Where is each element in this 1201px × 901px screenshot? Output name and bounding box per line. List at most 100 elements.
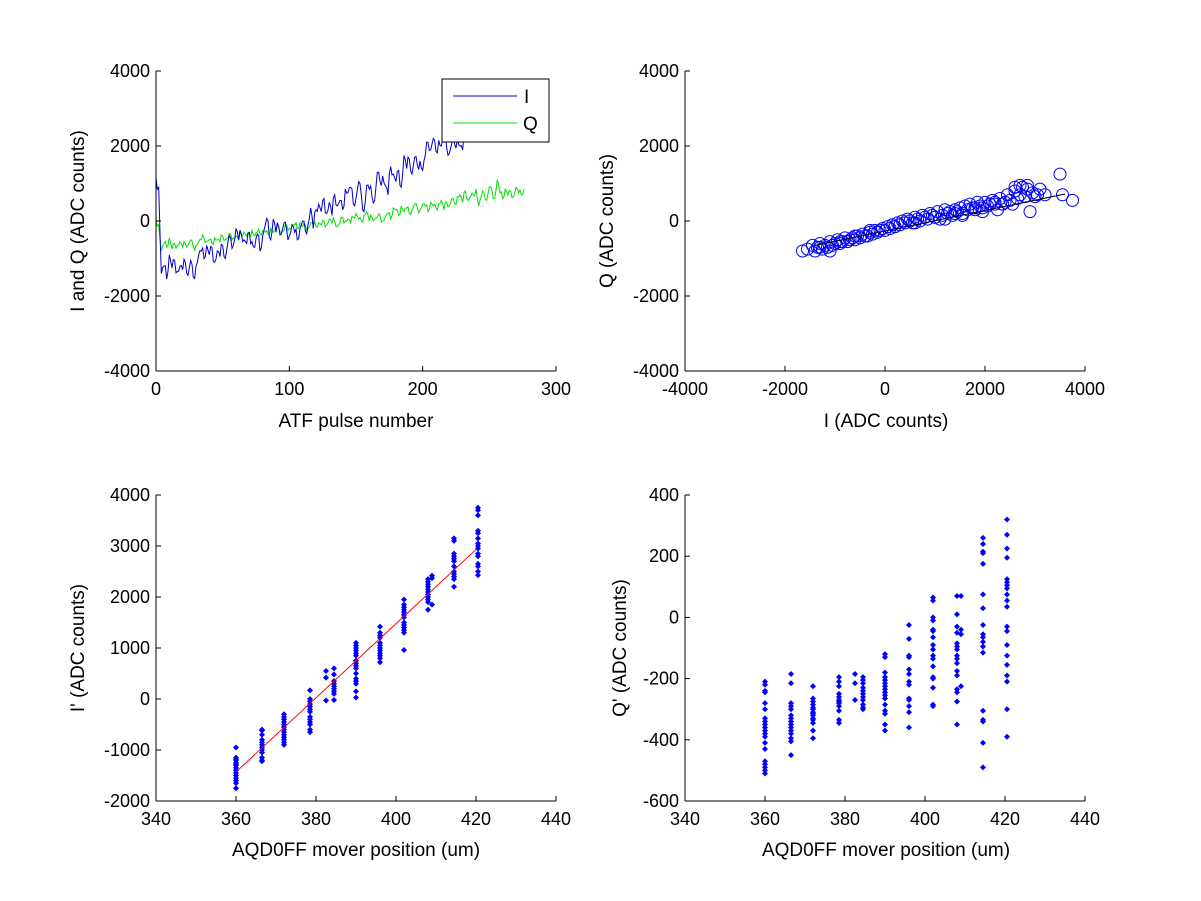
scatter-point xyxy=(930,655,936,662)
scatter-point xyxy=(451,576,457,583)
y-tick-label: 4000 xyxy=(639,61,679,81)
scatter-point xyxy=(996,197,1009,211)
scatter-point xyxy=(788,703,794,710)
scatter-point xyxy=(1004,672,1010,679)
fit-line xyxy=(235,549,477,773)
scatter-point xyxy=(810,695,816,702)
scatter-point xyxy=(475,530,481,537)
scatter-point xyxy=(954,611,960,618)
scatter-point xyxy=(930,617,936,624)
scatter-point xyxy=(956,208,969,222)
x-tick-label: -2000 xyxy=(762,379,808,399)
scatter-point xyxy=(954,623,960,630)
y-axis-label: Q (ADC counts) xyxy=(597,154,618,288)
scatter-point xyxy=(882,683,888,690)
scatter-point xyxy=(788,671,794,678)
scatter-point xyxy=(836,683,842,690)
x-tick-label: 440 xyxy=(541,809,571,829)
subplot-iq-vs-pulse: 0 100 200 300 -4000 -2000 0 2000 4000 ATF pulse … xyxy=(68,61,571,432)
scatter-point xyxy=(908,210,922,224)
scatter-point xyxy=(810,716,816,723)
scatter-point xyxy=(906,681,912,688)
y-axis-label: Q' (ADC counts) xyxy=(610,579,631,717)
scatter-point xyxy=(1038,188,1052,202)
scatter-point xyxy=(958,626,964,633)
scatter-point xyxy=(788,752,794,759)
scatter-point xyxy=(882,686,888,693)
scatter-point xyxy=(233,744,239,751)
scatter-point xyxy=(762,739,768,746)
scatter-point xyxy=(930,684,936,691)
scatter-point xyxy=(930,597,936,604)
scatter-point xyxy=(980,550,986,557)
y-tick-label: 2000 xyxy=(110,136,150,156)
scatter-point xyxy=(930,634,936,641)
scatter-point xyxy=(259,727,265,734)
scatter-point xyxy=(860,674,866,681)
x-tick-label: 200 xyxy=(408,379,438,399)
scatter-point xyxy=(762,678,768,685)
y-tick-label: 1000 xyxy=(110,638,150,658)
scatter-point xyxy=(1004,641,1010,648)
scatter-point xyxy=(233,761,239,768)
scatter-point xyxy=(980,540,986,547)
scatter-point xyxy=(475,563,481,570)
scatter-point xyxy=(860,701,866,708)
y-axis-label: I and Q (ADC counts) xyxy=(68,130,89,312)
scatter-point xyxy=(429,575,435,582)
scatter-point xyxy=(307,729,313,736)
series-line-q xyxy=(155,179,525,252)
plot-area-qprime-vs-mover xyxy=(762,516,1010,777)
scatter-point xyxy=(980,634,986,641)
y-tick-label: -200 xyxy=(643,669,679,689)
scatter-point xyxy=(958,631,964,638)
legend-label-i: I xyxy=(524,87,529,108)
scatter-point xyxy=(882,677,888,684)
scatter-point xyxy=(762,721,768,728)
scatter-point xyxy=(954,646,960,653)
scatter-point xyxy=(836,674,842,681)
scatter-point xyxy=(1004,576,1010,583)
y-tick-label: 3000 xyxy=(110,536,150,556)
y-tick-label: -400 xyxy=(643,730,679,750)
scatter-point xyxy=(882,692,888,699)
scatter-point xyxy=(788,724,794,731)
y-axis-label: I' (ADC counts) xyxy=(68,584,89,712)
scatter-point xyxy=(888,220,902,234)
scatter-point xyxy=(762,727,768,734)
y-tick-label: -2000 xyxy=(633,286,679,306)
scatter-point xyxy=(377,655,383,662)
y-tick-label: 2000 xyxy=(110,587,150,607)
scatter-point xyxy=(916,208,929,222)
plot-area-q-vs-i xyxy=(796,167,1079,258)
axes-iprime-vs-mover: 340 360 380 400 420 440 -2000 -1000 0 1000 2000 300… xyxy=(104,485,571,829)
scatter-point xyxy=(331,697,337,704)
scatter-point xyxy=(906,622,912,629)
scatter-point xyxy=(810,727,816,734)
scatter-point xyxy=(906,697,912,704)
scatter-point xyxy=(762,700,768,707)
scatter-point xyxy=(762,730,768,737)
scatter-point xyxy=(930,641,936,648)
x-axis-label: AQD0FF mover position (um) xyxy=(762,840,1010,861)
scatter-point xyxy=(823,244,837,258)
scatter-point xyxy=(762,733,768,740)
x-tick-label: 400 xyxy=(381,809,411,829)
scatter-point xyxy=(958,592,964,599)
scatter-point xyxy=(836,716,842,723)
scatter-point xyxy=(954,672,960,679)
scatter-point xyxy=(871,225,884,239)
legend-box xyxy=(441,78,550,143)
scatter-point xyxy=(451,537,457,544)
scatter-point xyxy=(1021,178,1034,192)
scatter-point xyxy=(1021,182,1034,196)
scatter-point xyxy=(1004,585,1010,592)
scatter-point xyxy=(980,534,986,541)
scatter-point xyxy=(451,583,457,590)
x-tick-label: -4000 xyxy=(662,379,708,399)
legend-label-q: Q xyxy=(523,114,538,135)
scatter-point xyxy=(401,647,407,654)
y-tick-label: -2000 xyxy=(104,286,150,306)
scatter-point xyxy=(882,701,888,708)
series-line-i xyxy=(155,103,525,280)
